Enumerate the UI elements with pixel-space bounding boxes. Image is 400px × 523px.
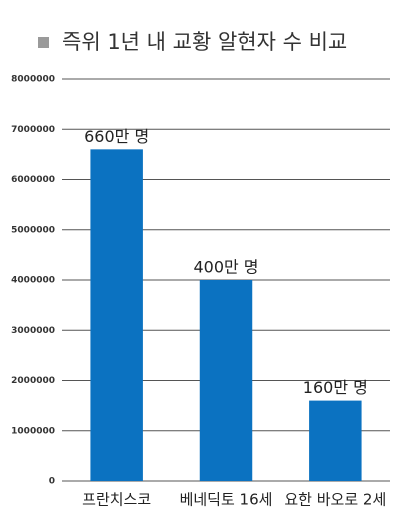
y-tick-label: 8000000: [11, 75, 55, 85]
x-tick-label: 베네딕토 16세: [180, 491, 273, 509]
value-label: 400만 명: [193, 258, 258, 277]
y-tick-label: 7000000: [11, 125, 55, 135]
x-tick-label: 요한 바오로 2세: [284, 491, 386, 509]
title-marker: [38, 37, 49, 48]
bar: [90, 149, 143, 481]
y-tick-label: 2000000: [11, 376, 55, 386]
y-tick-label: 3000000: [11, 326, 55, 336]
y-tick-label: 4000000: [11, 276, 55, 286]
x-tick-label: 프란치스코: [82, 491, 151, 509]
y-tick-label: 0: [49, 477, 55, 487]
value-label: 660만 명: [84, 127, 149, 146]
value-label: 160만 명: [303, 378, 368, 397]
y-tick-label: 6000000: [11, 175, 55, 185]
y-tick-label: 5000000: [11, 225, 55, 235]
chart-title: 즉위 1년 내 교황 알현자 수 비교: [62, 30, 347, 54]
bar: [309, 400, 362, 481]
y-tick-label: 1000000: [11, 426, 55, 436]
bar: [199, 280, 253, 481]
